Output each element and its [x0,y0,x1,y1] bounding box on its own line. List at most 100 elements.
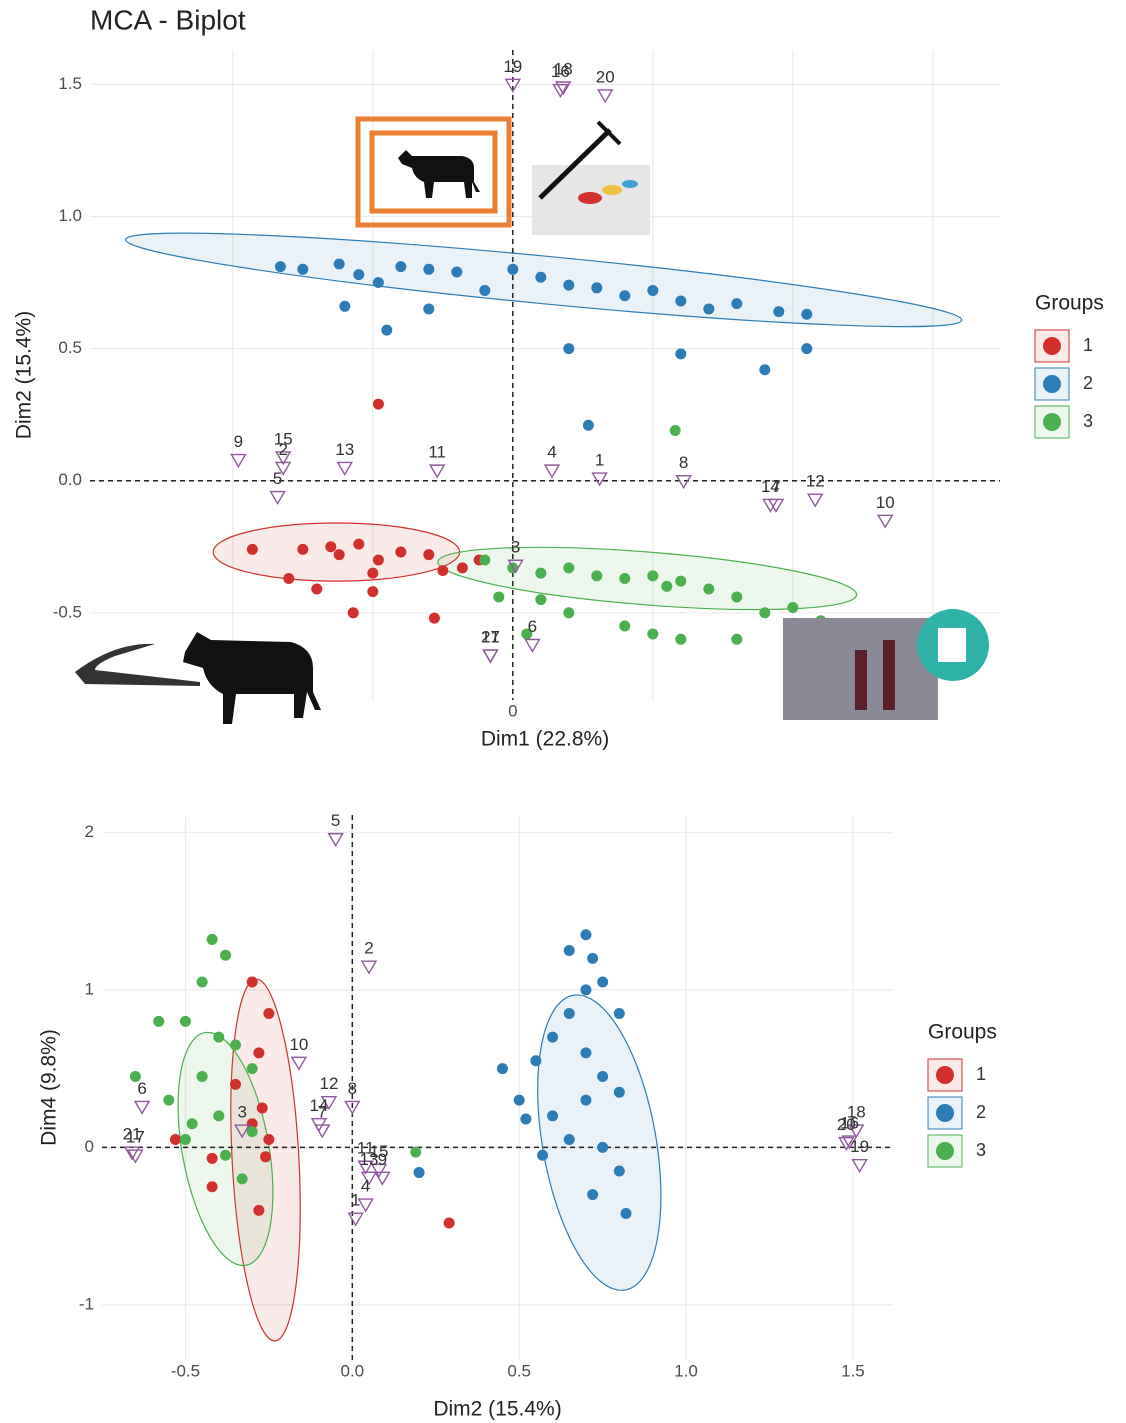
legend-symbol [1043,337,1061,355]
y-axis-title: Dim2 (15.4%) [13,311,36,439]
point [423,264,434,275]
point [213,1110,224,1121]
point [619,621,630,632]
point [591,570,602,581]
point [170,1134,181,1145]
legend-label: 3 [976,1140,986,1160]
point [367,568,378,579]
point [297,544,308,555]
x-tick-label: 0 [508,701,517,720]
variable-label: 9 [378,1150,387,1169]
point [247,1063,258,1074]
point [619,573,630,584]
point [703,584,714,595]
variable-label: 2 [278,440,287,459]
x-axis-title: Dim1 (22.8%) [481,728,609,751]
point [353,539,364,550]
chart: -0.50.00.51.01.5-10125210128147632117111… [38,811,997,1420]
variable-label: 16 [840,1114,859,1133]
point [187,1118,198,1129]
variable-label: 6 [528,617,537,636]
point [479,285,490,296]
variable-label: 12 [806,472,825,491]
y-tick-label: 0.0 [58,470,82,489]
x-tick-label: 0.0 [340,1361,364,1380]
point [325,541,336,552]
x-axis-title: Dim2 (15.4%) [433,1398,561,1421]
point [395,261,406,272]
legend-label: 2 [1083,373,1093,393]
point [275,261,286,272]
point [675,634,686,645]
point [587,1189,598,1200]
point [675,576,686,587]
pill [602,185,622,195]
y-tick-label: 2 [85,822,94,841]
variable-label: 19 [850,1137,869,1156]
point [547,1110,558,1121]
variable-label: 3 [237,1103,246,1122]
page: 0-0.50.00.51.01.519181620915251311418147… [0,0,1126,1423]
variable-label: 4 [361,1177,370,1196]
point [373,277,384,288]
point [253,1205,264,1216]
y-tick-label: 0 [85,1137,94,1156]
point [547,1032,558,1043]
x-tick-label: -0.5 [171,1361,200,1380]
point [437,565,448,576]
point [257,1102,268,1113]
point [619,290,630,301]
point [591,282,602,293]
point [614,1008,625,1019]
point [230,1039,241,1050]
point [348,607,359,618]
variable-label: 16 [551,62,570,81]
tube [883,640,895,710]
legend-label: 1 [976,1064,986,1084]
legend-label: 1 [1083,335,1093,355]
y-tick-label: 0.5 [58,338,82,357]
point [283,573,294,584]
point [535,568,546,579]
point [647,570,658,581]
point [535,272,546,283]
point [381,325,392,336]
chart-title: MCA - Biplot [90,4,246,35]
point [339,301,350,312]
y-axis-title: Dim4 (9.8%) [38,1029,61,1146]
report-sheet [938,628,966,662]
point [410,1147,421,1158]
point [493,591,504,602]
point [395,547,406,558]
point [197,1071,208,1082]
point [367,586,378,597]
point [507,264,518,275]
variable-label: 8 [679,453,688,472]
point [583,420,594,431]
point [801,343,812,354]
point [564,1134,575,1145]
y-tick-label: 1 [85,979,94,998]
point [535,594,546,605]
variable-label: 4 [547,443,556,462]
point [614,1165,625,1176]
variable-label: 13 [360,1150,379,1169]
point [563,607,574,618]
point [580,1047,591,1058]
point [263,1008,274,1019]
tube [855,650,867,710]
point [451,266,462,277]
point [661,581,672,592]
point [787,602,798,613]
variable-label: 5 [331,811,340,830]
point [423,549,434,560]
variable-label: 13 [335,440,354,459]
variable-label: 19 [503,57,522,76]
legend-symbol [936,1104,954,1122]
point [620,1208,631,1219]
pill [622,180,638,188]
point [247,544,258,555]
y-tick-label: 1.5 [58,74,82,93]
point [647,285,658,296]
legend-symbol [936,1142,954,1160]
